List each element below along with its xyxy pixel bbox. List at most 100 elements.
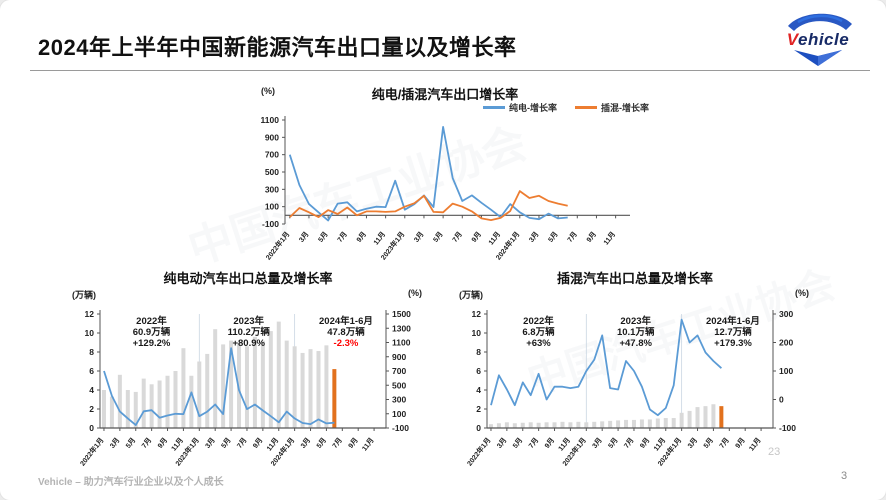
growth-chart-title: 纯电/插混汽车出口增长率 [371,87,519,102]
svg-text:5月: 5月 [702,436,715,450]
svg-text:11月: 11月 [372,230,387,246]
svg-text:7月: 7月 [623,436,636,450]
svg-text:12.7万辆: 12.7万辆 [714,326,752,338]
svg-text:0: 0 [779,395,784,405]
svg-text:2024年1-6月: 2024年1-6月 [319,315,373,327]
svg-text:8: 8 [89,347,94,357]
svg-text:7月: 7月 [336,230,349,244]
svg-text:5月: 5月 [607,436,620,450]
svg-text:200: 200 [779,338,793,348]
svg-text:+80.9%: +80.9% [232,338,265,349]
svg-text:5月: 5月 [547,230,560,244]
svg-text:9月: 9月 [347,436,360,450]
growth-chart-y-unit: (%) [261,86,275,96]
svg-text:7月: 7月 [236,436,249,450]
svg-text:300: 300 [779,309,793,319]
svg-text:8: 8 [476,347,481,357]
bev-chart-left-unit: (万辆) [72,290,96,300]
svg-text:2023年: 2023年 [620,315,651,327]
svg-text:7月: 7月 [566,230,579,244]
svg-text:5月: 5月 [511,436,524,450]
svg-text:5月: 5月 [432,230,445,244]
svg-text:6: 6 [89,366,94,376]
svg-text:9月: 9月 [585,230,598,244]
svg-text:2: 2 [89,404,94,414]
svg-text:700: 700 [265,150,279,160]
svg-text:3月: 3月 [299,436,312,450]
svg-text:11月: 11月 [602,230,617,246]
svg-text:2022年1月: 2022年1月 [465,436,493,468]
svg-text:500: 500 [265,167,279,177]
svg-text:1100: 1100 [261,115,280,125]
svg-text:12: 12 [85,309,95,319]
svg-text:3月: 3月 [686,436,699,450]
svg-text:7月: 7月 [331,436,344,450]
vehicle-logo-wordmark: Vehicle [764,30,872,50]
svg-text:100: 100 [392,409,406,419]
svg-text:4: 4 [89,385,94,395]
svg-text:700: 700 [392,366,406,376]
svg-text:11月: 11月 [557,436,572,452]
page-number: 3 [841,470,848,482]
svg-text:9月: 9月 [543,436,556,450]
vehicle-logo-icon [788,13,852,66]
bev-export-chart: 纯电动汽车出口总量及增长率 (万辆) (%) 12 10 8 6 4 2 0 1500 1300… [68,268,428,480]
svg-text:900: 900 [392,352,406,362]
svg-text:-100: -100 [779,423,796,433]
svg-text:+63%: +63% [526,338,551,349]
svg-text:100: 100 [265,202,279,212]
svg-text:0: 0 [89,423,94,433]
bev-chart-title: 纯电动汽车出口总量及增长率 [163,271,333,286]
svg-text:3月: 3月 [298,230,311,244]
svg-text:+47.8%: +47.8% [619,338,652,349]
svg-text:2022年1月: 2022年1月 [78,436,106,468]
svg-text:300: 300 [265,184,279,194]
svg-text:5月: 5月 [220,436,233,450]
svg-text:9月: 9月 [355,230,368,244]
svg-text:11月: 11月 [265,436,280,452]
svg-text:+179.3%: +179.3% [714,338,752,349]
phev-chart-right-unit: (%) [795,288,809,298]
svg-text:9月: 9月 [638,436,651,450]
svg-text:-100: -100 [262,219,279,229]
svg-text:2022年: 2022年 [523,315,554,327]
svg-text:10: 10 [472,328,482,338]
svg-text:300: 300 [392,395,406,405]
svg-text:2022年: 2022年 [136,315,167,327]
svg-text:3月: 3月 [204,436,217,450]
growth-rate-chart: 纯电/插混汽车出口增长率 (%) 纯电-增长率 插混-增长率 1100 900 70… [235,84,655,269]
svg-text:9月: 9月 [251,436,264,450]
page-title: 2024年上半年中国新能源汽车出口量以及增长率 [38,35,517,60]
svg-text:3月: 3月 [591,436,604,450]
svg-text:110.2万辆: 110.2万辆 [228,326,271,338]
svg-text:60.9万辆: 60.9万辆 [133,326,171,338]
svg-text:9月: 9月 [470,230,483,244]
phev-export-chart: 插混汽车出口总量及增长率 (万辆) (%) 12 10 8 6 4 2 0 300 200 100… [455,268,815,480]
svg-text:3月: 3月 [413,230,426,244]
svg-text:2024年1-6月: 2024年1-6月 [706,315,760,327]
legend-item-phev: 插混-增长率 [575,101,649,114]
svg-text:-2.3%: -2.3% [334,338,359,349]
svg-text:11月: 11月 [360,436,375,452]
svg-text:4: 4 [476,385,481,395]
logo-letter-v: V [786,30,798,49]
bev-chart-canvas: 12 10 8 6 4 2 0 1500 1300 1100 900 700 500 300 100 -100… [78,309,411,468]
svg-text:9月: 9月 [734,436,747,450]
watermark-number: 23 [768,446,781,458]
svg-text:900: 900 [265,132,279,142]
svg-text:10.1万辆: 10.1万辆 [617,326,655,338]
svg-text:10: 10 [85,328,95,338]
svg-text:7月: 7月 [527,436,540,450]
svg-text:11月: 11月 [652,436,667,452]
svg-text:6: 6 [476,366,481,376]
svg-text:6.8万辆: 6.8万辆 [522,326,555,338]
svg-text:1100: 1100 [392,338,411,348]
legend-item-bev: 纯电-增长率 [483,101,557,114]
svg-text:2023年: 2023年 [233,315,264,327]
svg-text:2022年1月: 2022年1月 [264,230,292,262]
growth-chart-legend: 纯电-增长率 插混-增长率 [483,101,649,114]
svg-text:12: 12 [472,309,482,319]
svg-text:11月: 11月 [747,436,762,452]
